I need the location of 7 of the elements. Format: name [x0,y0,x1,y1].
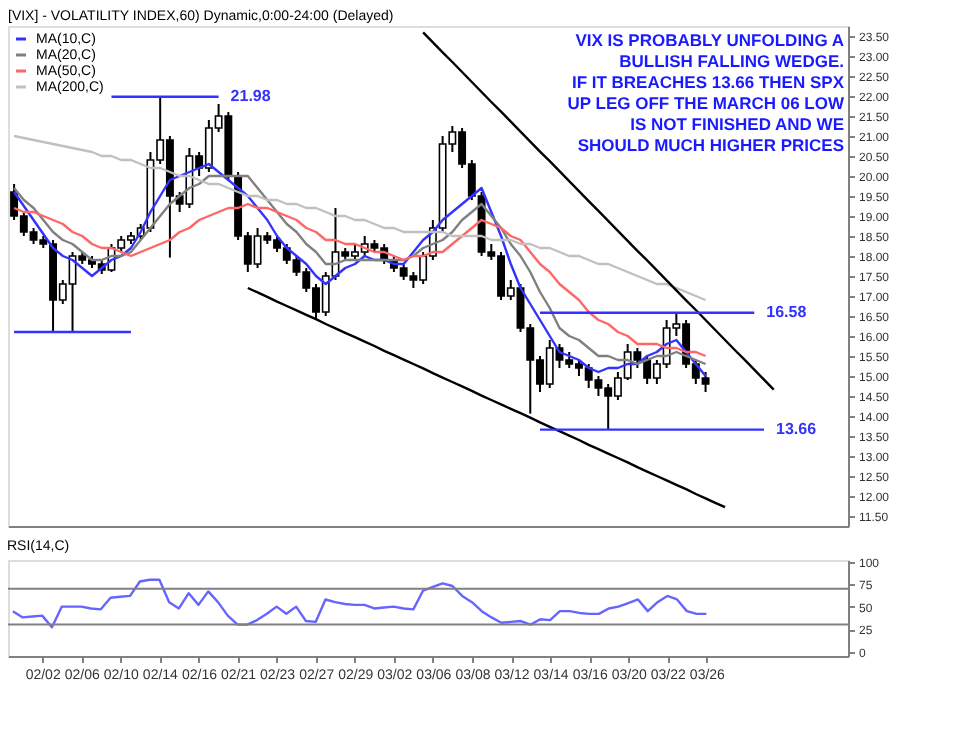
annotation: VIX IS PROBABLY UNFOLDING A BULLISH FALLING WEDGE. IF IT BREACHES 13.66 THEN SPX UP LEG OFF THE MARCH 06 LOW IS NOT FINISHED AND WE SHOULD MUCH HIGHER PRICES [567,30,846,155]
line-series [11,578,708,629]
line-series [12,134,707,302]
series-label: 13.66 [776,419,818,438]
series-label: 21.98 [230,86,272,105]
line-series [246,286,727,509]
series-label: 16.58 [766,302,808,321]
